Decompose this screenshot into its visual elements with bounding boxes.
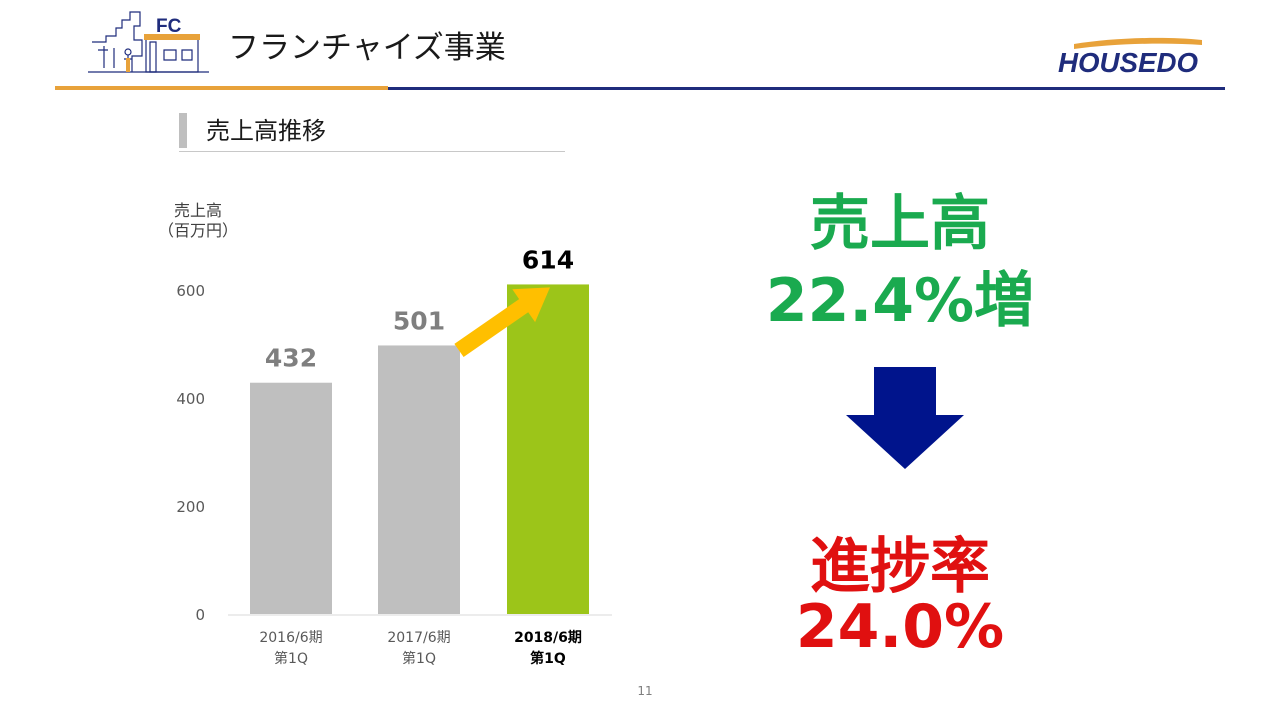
sales-growth-value: 22.4%増 bbox=[765, 266, 1035, 336]
x-tick-label: 第1Q bbox=[530, 650, 566, 667]
growth-arrow-icon bbox=[454, 287, 550, 357]
header-rule-brand bbox=[388, 87, 1225, 90]
fc-store-illustration: FC bbox=[88, 11, 209, 73]
section-title: 売上高推移 bbox=[206, 117, 326, 145]
y-tick-label: 0 bbox=[195, 606, 205, 624]
x-tick-label: 第1Q bbox=[274, 650, 308, 667]
bar bbox=[248, 380, 334, 616]
y-tick-label: 600 bbox=[176, 282, 205, 300]
y-tick-label: 200 bbox=[176, 498, 205, 516]
section-underline bbox=[179, 151, 565, 152]
y-axis-label: 売上高 bbox=[174, 201, 222, 220]
y-axis-label: （百万円） bbox=[158, 221, 238, 240]
page-number: 11 bbox=[637, 684, 653, 698]
header-rule-accent bbox=[55, 86, 388, 90]
x-tick-label: 第1Q bbox=[402, 650, 436, 667]
x-tick-label: 2018/6期 bbox=[514, 630, 582, 646]
y-tick-label: 400 bbox=[176, 390, 205, 408]
sales-kpi-label: 売上高 bbox=[810, 189, 990, 259]
x-tick-label: 2016/6期 bbox=[259, 630, 322, 646]
page-title: フランチャイズ事業 bbox=[228, 30, 506, 66]
bar-value-label: 614 bbox=[522, 245, 574, 274]
housedo-logo: HOUSEDO bbox=[1058, 37, 1202, 78]
bar bbox=[376, 343, 462, 616]
down-arrow-icon bbox=[846, 367, 964, 469]
progress-kpi-label: 進捗率 bbox=[810, 532, 990, 602]
fc-badge-text: FC bbox=[156, 16, 182, 37]
progress-value: 24.0% bbox=[795, 592, 1005, 662]
bar bbox=[505, 282, 591, 616]
section-marker bbox=[179, 113, 187, 148]
bar-value-label: 432 bbox=[265, 344, 317, 373]
x-tick-label: 2017/6期 bbox=[387, 630, 450, 646]
bar-value-label: 501 bbox=[393, 306, 445, 335]
logo-text: HOUSEDO bbox=[1058, 47, 1198, 78]
